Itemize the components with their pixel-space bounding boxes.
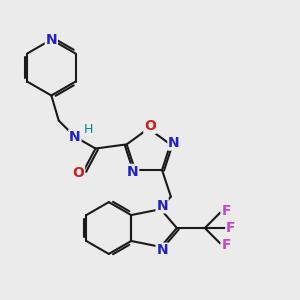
Text: N: N	[156, 243, 168, 257]
Text: N: N	[156, 199, 168, 213]
Text: N: N	[168, 136, 180, 150]
Text: F: F	[221, 238, 231, 252]
Text: F: F	[226, 221, 236, 235]
Text: N: N	[69, 130, 81, 144]
Text: H: H	[83, 123, 93, 136]
Text: O: O	[144, 119, 156, 133]
Text: F: F	[221, 204, 231, 218]
Text: N: N	[46, 33, 57, 46]
Text: N: N	[127, 164, 139, 178]
Text: O: O	[73, 166, 84, 180]
